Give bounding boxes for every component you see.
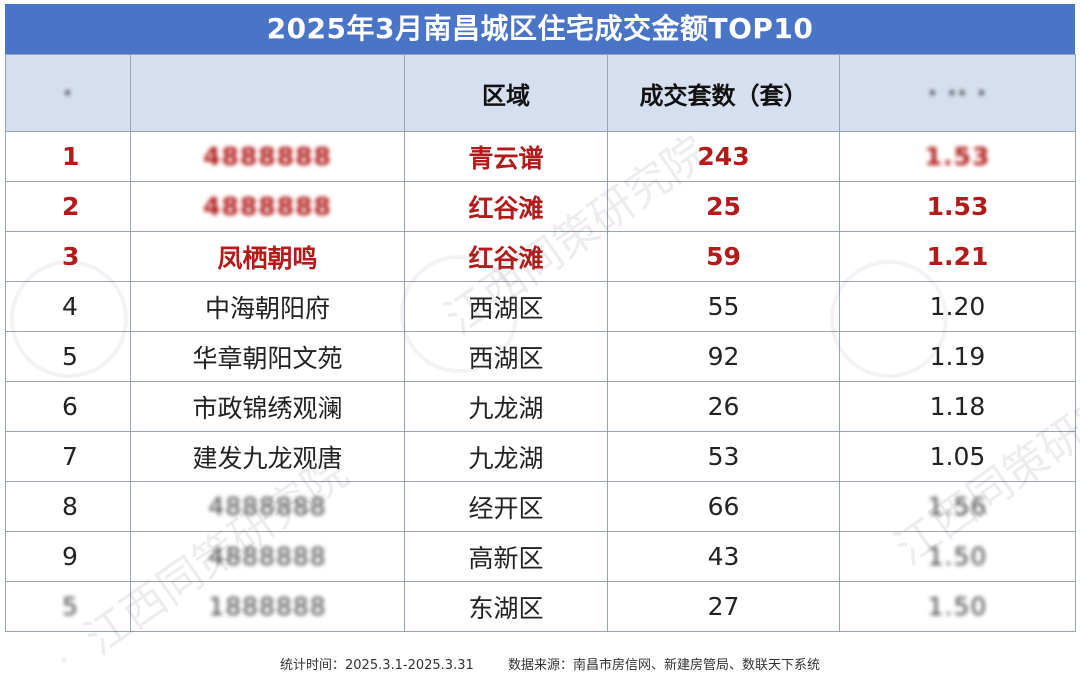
- stat-time: 统计时间：2025.3.1-2025.3.31: [280, 658, 474, 673]
- table-row: 7 建发九龙观唐 九龙湖 53 1.05: [5, 431, 1076, 482]
- units-cell: 66: [607, 481, 840, 532]
- header-amount: · ·· ·: [839, 54, 1076, 132]
- rank-cell: 6: [5, 381, 131, 432]
- units-cell: 59: [607, 231, 840, 282]
- table-row: 6 市政锦绣观澜 九龙湖 26 1.18: [5, 381, 1076, 432]
- district-cell: 红谷滩: [404, 231, 608, 282]
- ranking-table-container: 2025年3月南昌城区住宅成交金额TOP10 · 区域 成交套数（套） · ··…: [5, 4, 1076, 632]
- rank-cell: 9: [5, 531, 131, 582]
- amount-cell: 1.20: [839, 281, 1076, 332]
- units-cell: 27: [607, 581, 840, 632]
- header-row: · 区域 成交套数（套） · ·· ·: [5, 54, 1076, 132]
- project-cell: 市政锦绣观澜: [130, 381, 405, 432]
- table-row: 8 4888888 经开区 66 1.56: [5, 481, 1076, 532]
- district-cell: 西湖区: [404, 331, 608, 382]
- rank-cell: 2: [5, 181, 131, 232]
- amount-cell: 1.50: [839, 531, 1076, 582]
- project-cell: 4888888: [130, 481, 405, 532]
- project-cell: 4888888: [130, 531, 405, 582]
- amount-cell: 1.21: [839, 231, 1076, 282]
- footer-mark: ·: [62, 654, 67, 669]
- header-units: 成交套数（套）: [607, 54, 840, 132]
- units-cell: 53: [607, 431, 840, 482]
- units-cell: 55: [607, 281, 840, 332]
- table-row: 5 1888888 东湖区 27 1.50: [5, 581, 1076, 632]
- district-cell: 东湖区: [404, 581, 608, 632]
- amount-cell: 1.05: [839, 431, 1076, 482]
- units-cell: 243: [607, 131, 840, 182]
- table-row: 9 4888888 高新区 43 1.50: [5, 531, 1076, 582]
- header-district: 区域: [404, 54, 608, 132]
- rank-cell: 7: [5, 431, 131, 482]
- rank-cell: 1: [5, 131, 131, 182]
- rank-cell: 8: [5, 481, 131, 532]
- district-cell: 经开区: [404, 481, 608, 532]
- project-cell: 华章朝阳文苑: [130, 331, 405, 382]
- ranking-table: · 区域 成交套数（套） · ·· · 1 4888888 青云谱 243 1.…: [5, 54, 1076, 632]
- rank-cell: 4: [5, 281, 131, 332]
- project-cell: 4888888: [130, 131, 405, 182]
- units-cell: 25: [607, 181, 840, 232]
- rank-cell: 3: [5, 231, 131, 282]
- amount-cell: 1.53: [839, 181, 1076, 232]
- units-cell: 92: [607, 331, 840, 382]
- district-cell: 青云谱: [404, 131, 608, 182]
- table-row: 2 4888888 红谷滩 25 1.53: [5, 181, 1076, 232]
- district-cell: 西湖区: [404, 281, 608, 332]
- rank-cell: 5: [5, 331, 131, 382]
- table-title: 2025年3月南昌城区住宅成交金额TOP10: [5, 4, 1075, 54]
- project-cell: 1888888: [130, 581, 405, 632]
- district-cell: 高新区: [404, 531, 608, 582]
- district-cell: 九龙湖: [404, 431, 608, 482]
- project-cell: 凤栖朝鸣: [130, 231, 405, 282]
- district-cell: 九龙湖: [404, 381, 608, 432]
- table-row: 4 中海朝阳府 西湖区 55 1.20: [5, 281, 1076, 332]
- header-project: [130, 54, 405, 132]
- units-cell: 26: [607, 381, 840, 432]
- project-cell: 建发九龙观唐: [130, 431, 405, 482]
- amount-cell: 1.18: [839, 381, 1076, 432]
- data-source: 数据来源：南昌市房信网、新建房管局、数联天下系统: [508, 658, 821, 673]
- rank-cell: 5: [5, 581, 131, 632]
- amount-cell: 1.53: [839, 131, 1076, 182]
- project-cell: 4888888: [130, 181, 405, 232]
- header-rank: ·: [5, 54, 131, 132]
- amount-cell: 1.56: [839, 481, 1076, 532]
- table-row: 1 4888888 青云谱 243 1.53: [5, 131, 1076, 182]
- amount-cell: 1.19: [839, 331, 1076, 382]
- table-row: 5 华章朝阳文苑 西湖区 92 1.19: [5, 331, 1076, 382]
- district-cell: 红谷滩: [404, 181, 608, 232]
- amount-cell: 1.50: [839, 581, 1076, 632]
- units-cell: 43: [607, 531, 840, 582]
- table-row: 3 凤栖朝鸣 红谷滩 59 1.21: [5, 231, 1076, 282]
- project-cell: 中海朝阳府: [130, 281, 405, 332]
